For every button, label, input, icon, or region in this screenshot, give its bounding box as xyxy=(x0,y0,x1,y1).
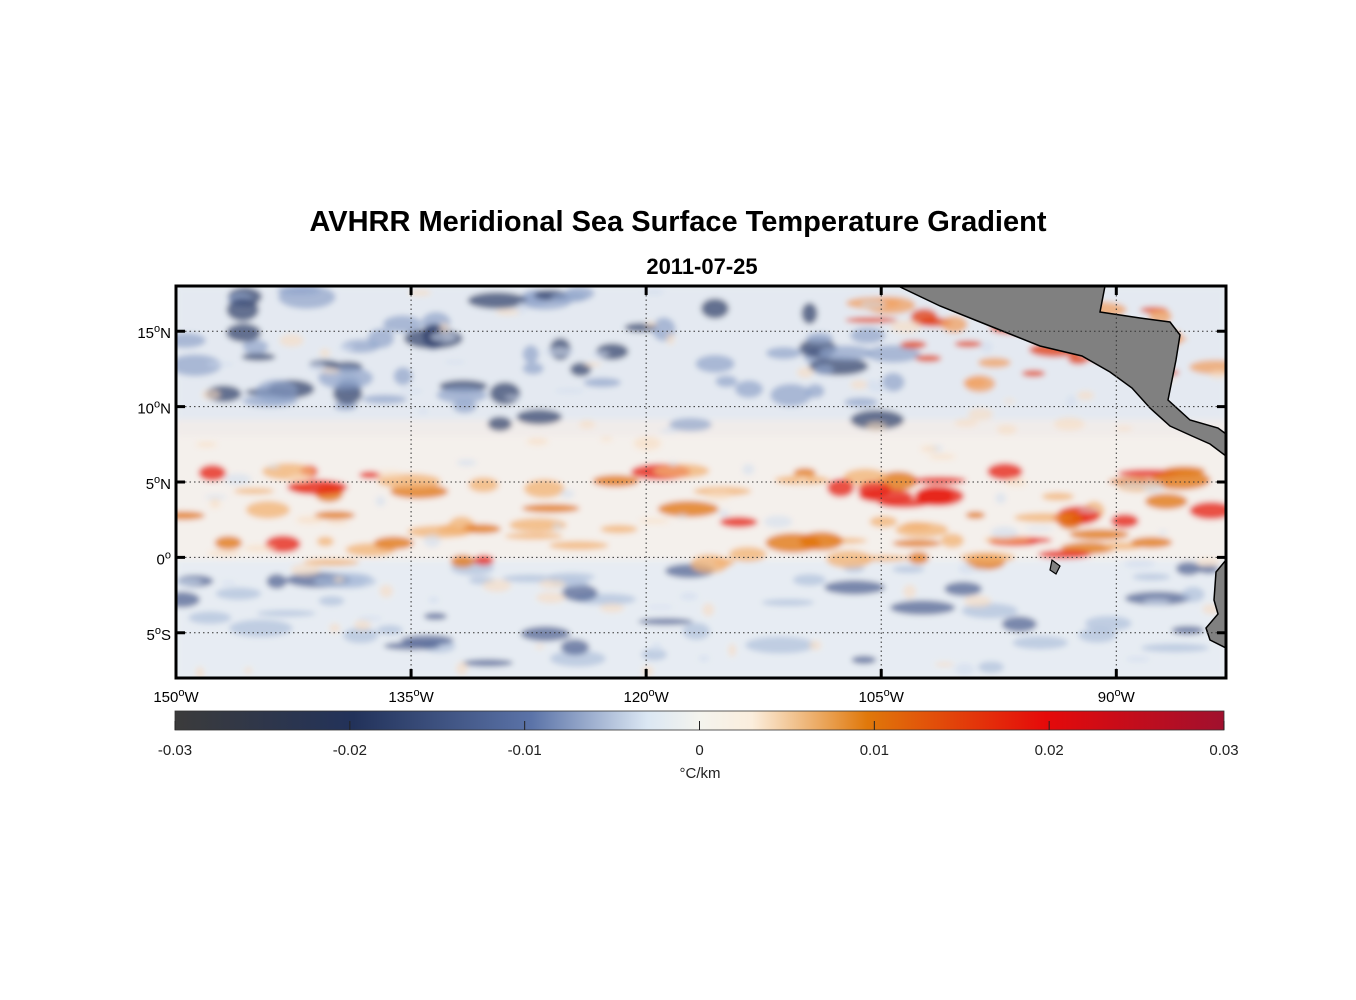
chart-subtitle: 2011-07-25 xyxy=(646,254,758,279)
colorbar-tick-label: -0.03 xyxy=(158,742,192,759)
lat-tick-label: 15oN xyxy=(137,323,171,342)
colorbar-tick-label: -0.02 xyxy=(333,742,367,759)
sst-gradient-field xyxy=(176,286,1226,678)
lon-tick-label: 120oW xyxy=(623,687,669,706)
chart-title: AVHRR Meridional Sea Surface Temperature… xyxy=(309,206,1047,238)
land-south-america xyxy=(1205,558,1226,649)
lon-tick-label: 105oW xyxy=(859,687,905,706)
land-central-america xyxy=(897,286,1226,457)
lat-tick-label: 10oN xyxy=(137,399,171,418)
colorbar-tick-label: 0.02 xyxy=(1035,742,1064,759)
map-axis-ticks: 150oW 135oW 120oW 105oW 90oW 15oN 10oN 5oN 0o 5oS xyxy=(137,286,1226,706)
colorbar: -0.03 -0.02 -0.01 0 0.01 0.02 0.03 °C/km xyxy=(158,710,1239,782)
colorbar-tick-label: 0.03 xyxy=(1209,742,1238,759)
colorbar-tick-label: 0.01 xyxy=(860,742,889,759)
colorbar-tick-label: -0.01 xyxy=(508,742,542,759)
lat-tick-label: 0o xyxy=(157,549,171,568)
colorbar-unit-label: °C/km xyxy=(680,765,721,782)
colorbar-tick-label: 0 xyxy=(695,742,703,759)
lat-tick-label: 5oS xyxy=(147,625,171,644)
lat-tick-label: 5oN xyxy=(146,474,171,493)
land-galapagos xyxy=(1049,558,1061,575)
lon-tick-label: 135oW xyxy=(388,687,434,706)
lon-tick-label: 150oW xyxy=(153,687,199,706)
lon-tick-label: 90oW xyxy=(1098,687,1136,706)
